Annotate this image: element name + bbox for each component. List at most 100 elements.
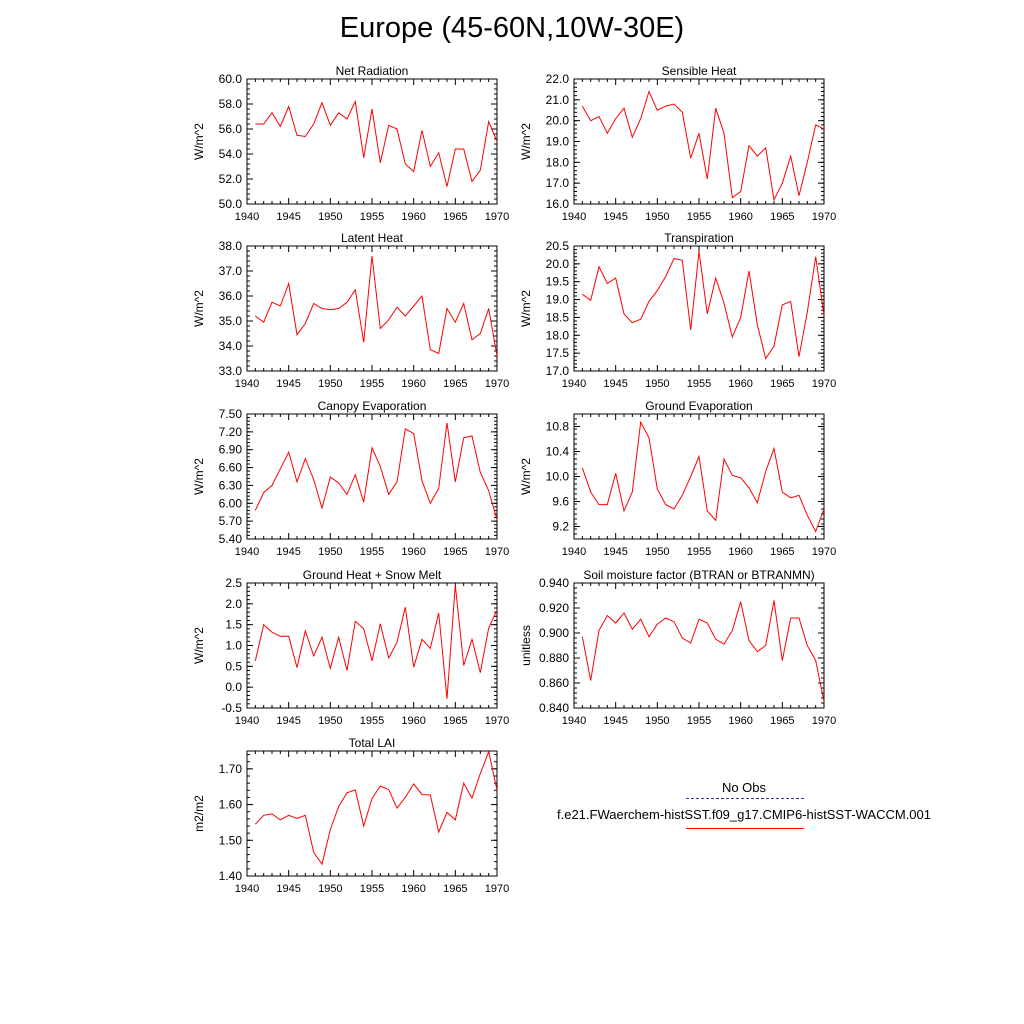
- series-line: [255, 99, 498, 187]
- y-tick-label: 18.0: [546, 328, 570, 342]
- y-tick-label: 18.5: [546, 310, 570, 324]
- y-tick-label: 52.0: [219, 172, 243, 186]
- x-tick-label: 1965: [443, 715, 467, 727]
- panel-title: Canopy Evaporation: [318, 399, 427, 413]
- x-tick-label: 1950: [645, 378, 669, 390]
- y-axis-label: W/m^2: [192, 123, 206, 160]
- y-tick-label: 20.5: [546, 239, 570, 253]
- y-tick-label: 9.2: [552, 520, 569, 534]
- y-tick-label: 7.20: [219, 425, 243, 439]
- x-tick-label: 1955: [360, 883, 384, 895]
- x-tick-label: 1955: [687, 546, 711, 558]
- x-tick-label: 1940: [235, 378, 259, 390]
- y-tick-label: 10.4: [546, 445, 570, 459]
- x-tick-label: 1955: [360, 378, 384, 390]
- y-tick-label: 54.0: [219, 147, 243, 161]
- y-tick-label: 20.0: [546, 257, 570, 271]
- y-tick-label: 2.5: [225, 576, 242, 590]
- x-tick-label: 1970: [812, 715, 836, 727]
- y-tick-label: 1.5: [225, 618, 242, 632]
- panel-title: Net Radiation: [336, 64, 409, 78]
- panel-7: Ground Heat + Snow Melt W/m^2 1940 1945 1950…: [192, 568, 509, 727]
- panel-2: Sensible Heat W/m^2 1940 1945 1950 1955 1960 19…: [519, 64, 836, 223]
- y-tick-label: 17.5: [546, 346, 570, 360]
- panel-6: Ground Evaporation W/m^2 1940 1945 1950 1955 1…: [519, 399, 836, 558]
- plot-frame: [573, 413, 825, 540]
- y-tick-label: 19.0: [546, 293, 570, 307]
- x-tick-label: 1950: [318, 715, 342, 727]
- series-line: [581, 420, 825, 533]
- x-tick-label: 1965: [443, 378, 467, 390]
- y-tick-label: 6.60: [219, 461, 243, 475]
- plot-frame: [246, 413, 498, 540]
- x-tick-label: 1945: [276, 546, 300, 558]
- plot-frame: [573, 245, 825, 372]
- x-tick-label: 1950: [318, 211, 342, 223]
- y-tick-label: 1.50: [219, 833, 243, 847]
- y-tick-label: 37.0: [219, 264, 243, 278]
- x-tick-label: 1955: [687, 211, 711, 223]
- x-tick-label: 1965: [443, 546, 467, 558]
- y-tick-label: 20.0: [546, 114, 570, 128]
- y-tick-label: 0.5: [225, 659, 242, 673]
- y-tick-label: 1.0: [225, 639, 242, 653]
- x-tick-label: 1945: [603, 546, 627, 558]
- panel-title: Sensible Heat: [662, 64, 737, 78]
- x-tick-label: 1960: [401, 378, 425, 390]
- x-tick-label: 1950: [645, 715, 669, 727]
- panel-3: Latent Heat W/m^2 1940 1945 1950 1955 1960 1965…: [192, 231, 509, 390]
- y-tick-label: 19.0: [546, 135, 570, 149]
- y-tick-label: 17.0: [546, 176, 570, 190]
- panel-title: Ground Evaporation: [645, 399, 752, 413]
- panel-1: Net Radiation W/m^2 1940 1945 1950 1955 1960 19…: [192, 64, 509, 223]
- panel-title: Total LAI: [349, 736, 396, 750]
- y-tick-label: 16.0: [546, 197, 570, 211]
- x-tick-label: 1945: [603, 211, 627, 223]
- x-tick-label: 1945: [276, 378, 300, 390]
- x-tick-label: 1970: [485, 378, 509, 390]
- y-tick-label: 18.0: [546, 155, 570, 169]
- y-tick-label: 56.0: [219, 122, 243, 136]
- x-tick-label: 1940: [235, 546, 259, 558]
- plot-frame: [246, 582, 498, 709]
- y-tick-label: 0.920: [539, 601, 569, 615]
- legend-obs-label: No Obs: [721, 780, 767, 795]
- series-line: [582, 251, 825, 360]
- x-tick-label: 1940: [562, 378, 586, 390]
- x-tick-label: 1965: [770, 715, 794, 727]
- x-tick-label: 1945: [603, 715, 627, 727]
- x-tick-label: 1945: [276, 211, 300, 223]
- y-tick-label: 0.840: [539, 701, 569, 715]
- x-tick-label: 1965: [443, 883, 467, 895]
- y-tick-label: -0.5: [221, 701, 242, 715]
- x-tick-label: 1945: [603, 378, 627, 390]
- x-tick-label: 1960: [401, 546, 425, 558]
- x-tick-label: 1970: [485, 715, 509, 727]
- x-tick-label: 1960: [728, 378, 752, 390]
- plot-frame: [573, 582, 825, 709]
- x-tick-label: 1965: [770, 546, 794, 558]
- x-tick-label: 1945: [276, 883, 300, 895]
- y-tick-label: 5.70: [219, 514, 243, 528]
- x-tick-label: 1940: [562, 546, 586, 558]
- plot-frame: [573, 78, 825, 205]
- x-tick-label: 1950: [645, 546, 669, 558]
- panel-9: Total LAI m2/m2 1940 1945 1950 1955 1960 1965 19…: [192, 736, 509, 895]
- x-tick-label: 1965: [443, 211, 467, 223]
- panel-title: Transpiration: [664, 231, 734, 245]
- y-tick-label: 10.8: [546, 420, 570, 434]
- y-axis-label: W/m^2: [192, 458, 206, 495]
- series-line: [581, 600, 825, 702]
- panel-title: Latent Heat: [341, 231, 404, 245]
- x-tick-label: 1960: [728, 211, 752, 223]
- plot-frame: [246, 78, 498, 205]
- x-tick-label: 1960: [728, 715, 752, 727]
- x-tick-label: 1950: [318, 546, 342, 558]
- y-tick-label: 17.0: [546, 364, 570, 378]
- y-tick-label: 58.0: [219, 97, 243, 111]
- y-tick-label: 60.0: [219, 72, 243, 86]
- y-axis-label: W/m^2: [519, 290, 533, 327]
- y-tick-label: 35.0: [219, 314, 243, 328]
- figure-title: Europe (45-60N,10W-30E): [339, 12, 685, 44]
- y-tick-label: 6.90: [219, 443, 243, 457]
